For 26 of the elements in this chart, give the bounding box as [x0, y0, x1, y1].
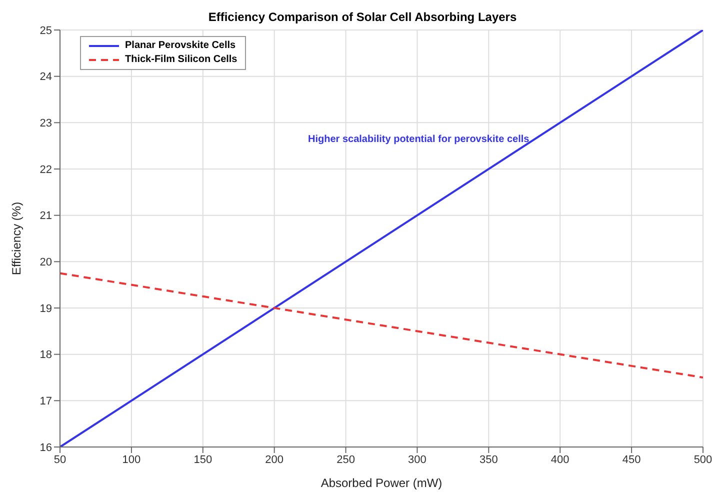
- y-tick-label: 22: [40, 164, 52, 176]
- y-tick-label: 17: [40, 396, 52, 408]
- chart-title: Efficiency Comparison of Solar Cell Absorbing Layers: [207, 10, 518, 24]
- x-tick-label: 50: [54, 454, 66, 466]
- y-tick-label: 24: [40, 71, 52, 84]
- x-tick-label: 500: [694, 454, 712, 466]
- x-axis-title: Absorbed Power (mW): [320, 476, 442, 490]
- x-tick-label: 400: [550, 454, 570, 466]
- y-tick-label: 16: [40, 442, 52, 454]
- x-tick-label: 100: [122, 454, 141, 466]
- legend-label: Planar Perovskite Cells: [125, 39, 236, 53]
- legend-label: Thick-Film Silicon Cells: [125, 53, 238, 67]
- y-tick-label: 20: [40, 256, 52, 269]
- y-axis-title: Efficiency (%): [9, 202, 24, 276]
- y-tick-label: 18: [40, 349, 52, 362]
- x-tick-label: 150: [194, 454, 212, 466]
- y-tick-label: 19: [40, 302, 52, 315]
- x-tick-label: 300: [408, 454, 426, 466]
- x-tick-label: 250: [336, 454, 355, 466]
- x-tick-label: 450: [622, 454, 641, 466]
- y-tick-label: 23: [40, 118, 52, 130]
- y-tick-label: 21: [40, 210, 52, 222]
- x-tick-label: 200: [265, 454, 284, 466]
- y-tick-label: 25: [40, 24, 52, 37]
- annotation: Higher scalability potential for perovskite cells: [308, 134, 530, 145]
- x-tick-label: 350: [479, 454, 498, 466]
